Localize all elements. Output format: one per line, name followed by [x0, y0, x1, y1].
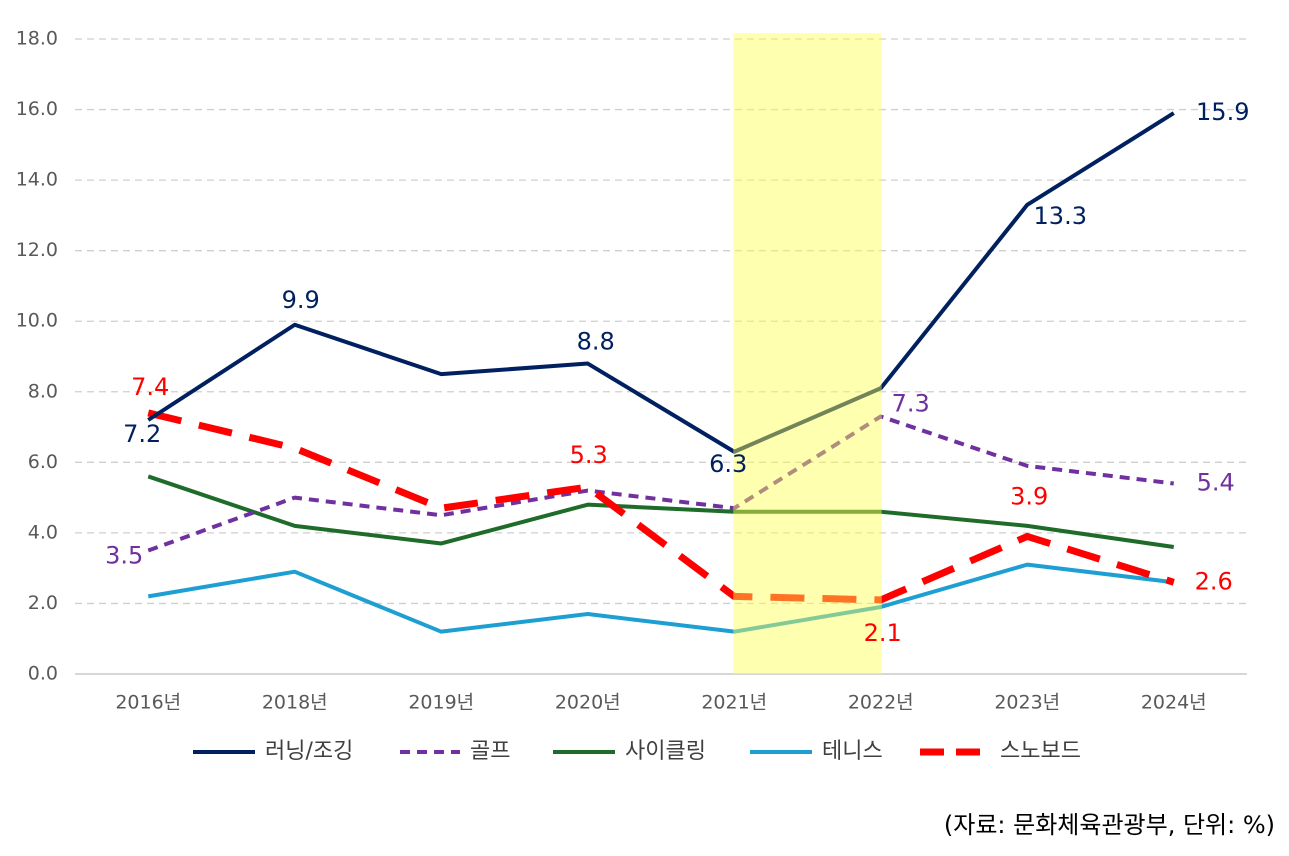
x-tick-label: 2024년 [1141, 692, 1207, 714]
value-label: 5.3 [570, 441, 608, 469]
x-tick-label: 2023년 [994, 692, 1060, 714]
series-line [147, 414, 1174, 553]
y-tick-label: 0.0 [28, 663, 58, 685]
y-tick-label: 10.0 [16, 310, 58, 332]
value-label: 2.6 [1195, 567, 1233, 595]
x-tick-label: 2022년 [848, 692, 914, 714]
y-tick-label: 12.0 [16, 239, 58, 261]
value-label: 15.9 [1196, 98, 1249, 126]
source-note: (자료: 문화체육관광부, 단위: %) [944, 811, 1275, 839]
y-tick-label: 18.0 [16, 28, 58, 50]
value-label: 8.8 [577, 328, 615, 356]
legend-label: 테니스 [822, 739, 883, 764]
value-label: 9.9 [282, 286, 320, 314]
legend-label: 사이클링 [625, 739, 706, 764]
highlight-band [733, 33, 882, 674]
legend-label: 골프 [470, 739, 510, 764]
value-label: 13.3 [1034, 202, 1087, 230]
y-tick-label: 6.0 [28, 451, 58, 473]
y-tick-label: 8.0 [28, 380, 58, 402]
x-tick-label: 2021년 [701, 692, 767, 714]
x-tick-label: 2020년 [555, 692, 621, 714]
series-line [147, 474, 1175, 549]
y-tick-label: 14.0 [16, 169, 58, 191]
x-tick-label: 2019년 [408, 692, 474, 714]
value-label: 7.4 [131, 373, 169, 401]
legend-label: 러닝/조깅 [265, 739, 353, 764]
y-tick-label: 4.0 [28, 521, 58, 543]
x-tick-label: 2018년 [262, 692, 328, 714]
series-line [147, 562, 1174, 634]
y-tick-label: 2.0 [28, 592, 58, 614]
legend-label: 스노보드 [1000, 739, 1081, 764]
value-label: 7.3 [892, 389, 930, 417]
value-label: 3.5 [105, 542, 143, 570]
y-tick-label: 16.0 [16, 98, 58, 120]
series-line [147, 111, 1175, 454]
value-label: 3.9 [1010, 482, 1048, 510]
value-label: 6.3 [709, 450, 747, 478]
value-label: 2.1 [864, 619, 902, 647]
value-label: 7.2 [123, 420, 161, 448]
x-tick-label: 2016년 [115, 692, 181, 714]
value-label: 5.4 [1197, 469, 1235, 497]
series-line [147, 409, 1175, 604]
